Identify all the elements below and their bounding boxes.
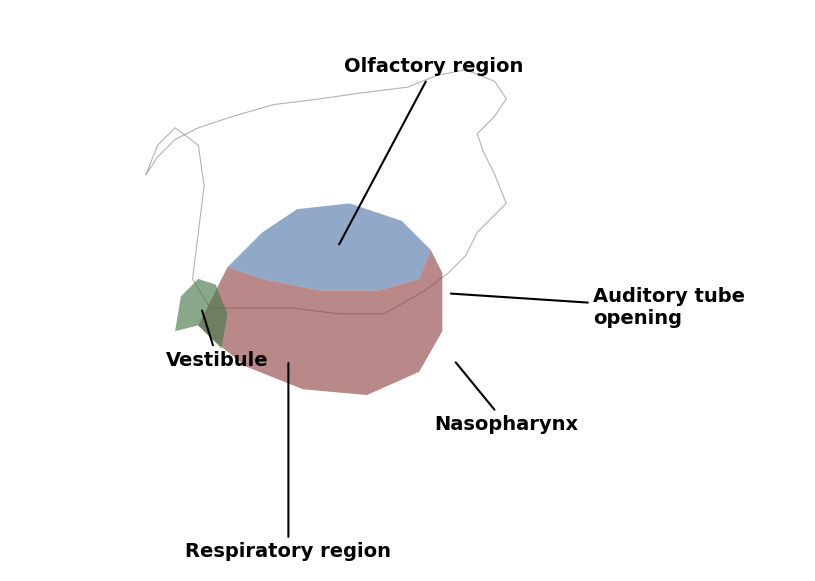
Polygon shape [175,279,227,349]
Text: Olfactory region: Olfactory region [339,58,523,245]
Text: Respiratory region: Respiratory region [185,363,391,561]
Text: Vestibule: Vestibule [166,311,269,370]
Text: Auditory tube
opening: Auditory tube opening [451,288,746,328]
Text: Nasopharynx: Nasopharynx [434,363,579,433]
Polygon shape [198,250,443,395]
Polygon shape [227,203,431,290]
